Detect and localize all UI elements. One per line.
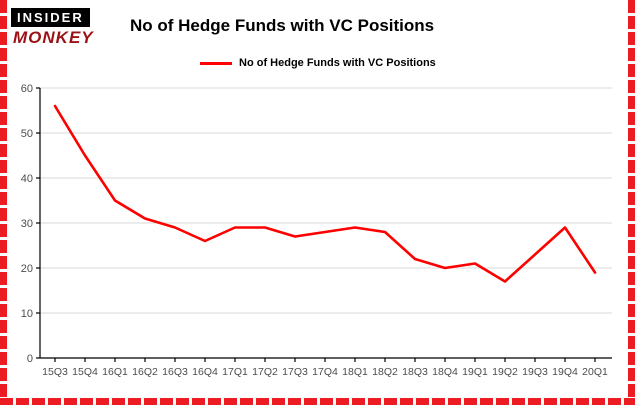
y-axis-tick-label: 0	[27, 353, 33, 365]
legend-line-swatch	[200, 61, 232, 65]
x-axis-tick-label: 19Q1	[462, 366, 488, 378]
y-axis-tick-label: 60	[21, 83, 33, 95]
x-axis-tick-label: 16Q1	[102, 366, 128, 378]
x-axis-tick-label: 16Q4	[192, 366, 218, 378]
x-axis-tick-label: 17Q3	[282, 366, 308, 378]
page-border-right	[628, 0, 635, 405]
x-axis-tick-label: 19Q4	[552, 366, 578, 378]
x-axis-tick-label: 16Q2	[132, 366, 158, 378]
y-axis-tick-label: 50	[21, 128, 33, 140]
y-axis-tick-label: 30	[21, 218, 33, 230]
x-axis-tick-label: 18Q1	[342, 366, 368, 378]
chart-title: No of Hedge Funds with VC Positions	[130, 16, 435, 35]
x-axis-tick-label: 18Q3	[402, 366, 428, 378]
x-axis-tick-label: 16Q3	[162, 366, 188, 378]
hedge-funds-line-series	[53, 104, 597, 283]
x-axis-tick-label: 19Q3	[522, 366, 548, 378]
x-axis-tick-label: 15Q3	[42, 366, 68, 378]
x-axis-tick-label: 17Q2	[252, 366, 278, 378]
y-axis-tick-label: 10	[21, 308, 33, 320]
page-border-left	[0, 0, 7, 405]
legend-label: No of Hedge Funds with VC Positions	[239, 57, 436, 69]
x-axis-tick-label: 15Q4	[72, 366, 98, 378]
x-axis-tick-label: 17Q4	[312, 366, 338, 378]
logo-insider-text: INSIDER	[11, 8, 90, 27]
y-axis-tick-label: 20	[21, 263, 33, 275]
chart-legend: No of Hedge Funds with VC Positions	[200, 57, 436, 69]
x-axis-tick-label: 19Q2	[492, 366, 518, 378]
x-axis-tick-label: 17Q1	[222, 366, 248, 378]
x-axis-tick-label: 18Q2	[372, 366, 398, 378]
logo-monkey-text: MONKEY	[13, 28, 94, 47]
insider-monkey-logo: INSIDER MONKEY	[11, 8, 94, 46]
y-axis-tick-label: 40	[21, 173, 33, 185]
page-border-bottom	[0, 398, 635, 405]
x-axis-tick-label: 18Q4	[432, 366, 458, 378]
x-axis-tick-label: 20Q1	[582, 366, 608, 378]
